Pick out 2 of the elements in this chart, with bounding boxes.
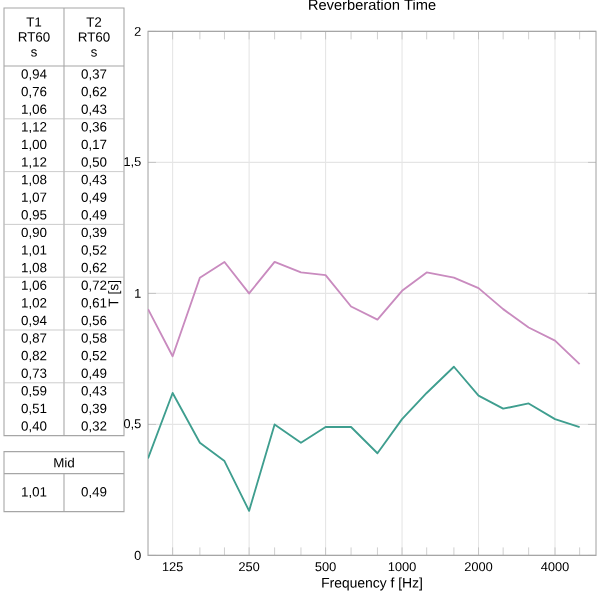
line-series: [148, 261, 581, 366]
line-series: [148, 365, 581, 512]
